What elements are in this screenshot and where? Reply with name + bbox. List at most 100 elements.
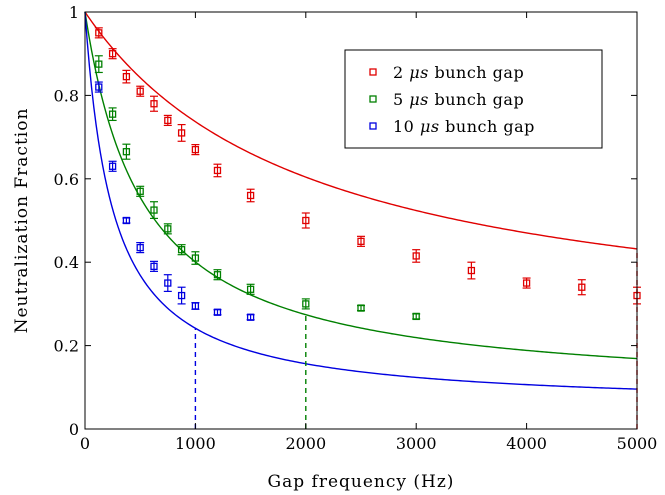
marker-square bbox=[164, 225, 172, 233]
legend-marker bbox=[369, 68, 377, 76]
marker-square bbox=[578, 283, 586, 291]
legend-value: 5 bbox=[393, 90, 409, 109]
marker-square bbox=[177, 246, 186, 254]
marker-square bbox=[213, 308, 222, 316]
fit-curve-1 bbox=[84, 11, 638, 250]
plot-frame bbox=[84, 11, 638, 430]
data-point bbox=[357, 235, 365, 247]
legend-marker bbox=[369, 95, 377, 103]
data-point bbox=[522, 277, 531, 289]
legend-unit: μs bbox=[420, 117, 440, 136]
data-point bbox=[577, 279, 586, 296]
data-point bbox=[108, 48, 117, 60]
data-point bbox=[213, 163, 222, 178]
data-point bbox=[163, 114, 172, 127]
marker-square bbox=[122, 72, 131, 81]
marker-square bbox=[150, 206, 158, 214]
marker-square bbox=[246, 191, 255, 200]
fit-curve-3 bbox=[84, 11, 638, 390]
marker-square bbox=[191, 145, 200, 154]
marker-square bbox=[108, 50, 117, 58]
marker-square bbox=[136, 187, 144, 195]
marker-square bbox=[357, 304, 365, 312]
data-point bbox=[150, 201, 158, 220]
legend-value: 2 bbox=[393, 63, 409, 82]
data-point bbox=[150, 260, 158, 272]
data-point bbox=[246, 283, 255, 295]
data-point bbox=[246, 188, 255, 203]
legend-suffix: bunch gap bbox=[440, 117, 535, 136]
marker-square bbox=[177, 129, 186, 137]
marker-square bbox=[122, 216, 131, 225]
data-point bbox=[94, 81, 103, 93]
data-point bbox=[136, 242, 145, 254]
y-tick-label: 0 bbox=[69, 420, 79, 439]
legend-unit: μs bbox=[409, 63, 429, 82]
marker-square bbox=[177, 291, 186, 300]
marker-square bbox=[302, 216, 310, 225]
data-point bbox=[163, 223, 172, 235]
data-point bbox=[357, 304, 365, 312]
data-point bbox=[213, 308, 222, 316]
axes: 0 1000 2000 3000 4000 5000 0 0.2 0.4 0.6 0.8 1 Gap f… bbox=[12, 3, 657, 492]
legend-suffix: bunch gap bbox=[429, 90, 524, 109]
marker-square bbox=[150, 262, 158, 271]
marker-square bbox=[108, 162, 117, 170]
legend-item: 5 μs bunch gap bbox=[369, 90, 524, 109]
legend-item: 2 μs bunch gap bbox=[369, 63, 524, 82]
y-tick-label: 0.4 bbox=[54, 253, 79, 272]
marker-square bbox=[213, 166, 222, 175]
data-point bbox=[191, 302, 200, 310]
y-tick-label: 1 bbox=[69, 3, 79, 22]
legend-label: 2 μs bunch gap bbox=[393, 63, 524, 82]
data-point bbox=[150, 95, 158, 112]
legend-value: 10 bbox=[393, 117, 420, 136]
data-point bbox=[136, 185, 145, 197]
marker-square bbox=[302, 300, 310, 308]
marker-square bbox=[191, 302, 200, 310]
data-point bbox=[246, 313, 255, 321]
x-axis-label: Gap frequency (Hz) bbox=[268, 472, 455, 492]
data-point bbox=[191, 144, 200, 156]
data-point bbox=[94, 27, 103, 39]
x-tick-label: 3000 bbox=[396, 434, 437, 453]
y-axis-label: Neutralization Fraction bbox=[12, 108, 32, 334]
marker-square bbox=[164, 116, 172, 125]
marker-square bbox=[522, 279, 531, 287]
x-tick-label: 5000 bbox=[617, 434, 658, 453]
legend-suffix: bunch gap bbox=[429, 63, 524, 82]
legend-label: 10 μs bunch gap bbox=[393, 117, 535, 136]
data-point bbox=[177, 123, 186, 142]
data-point bbox=[213, 269, 222, 281]
x-tick-label: 4000 bbox=[506, 434, 547, 453]
marker-square bbox=[136, 87, 144, 95]
marker-square bbox=[108, 110, 117, 118]
data-points bbox=[94, 27, 641, 321]
y-tick-label: 0.2 bbox=[54, 337, 79, 356]
data-point bbox=[412, 312, 421, 321]
x-tick-label: 1000 bbox=[175, 434, 216, 453]
fit-curve-2 bbox=[84, 11, 638, 360]
y-tick-label: 0.8 bbox=[54, 86, 79, 105]
marker-square bbox=[95, 60, 103, 68]
marker-square bbox=[412, 252, 420, 260]
marker-square bbox=[95, 29, 103, 37]
marker-square bbox=[246, 285, 255, 293]
data-point bbox=[191, 251, 200, 265]
x-tick-label: 0 bbox=[80, 434, 90, 453]
y-tick-label: 0.6 bbox=[54, 170, 79, 189]
data-point bbox=[122, 69, 131, 84]
marker-square bbox=[467, 266, 476, 275]
data-point bbox=[467, 261, 476, 280]
data-point bbox=[177, 244, 186, 256]
data-point bbox=[412, 249, 421, 263]
data-point bbox=[122, 143, 131, 160]
marker-square bbox=[136, 243, 144, 252]
data-point bbox=[301, 212, 310, 229]
marker-square bbox=[246, 313, 255, 321]
legend-box bbox=[344, 49, 603, 149]
marker-square bbox=[150, 100, 158, 108]
marker-square bbox=[213, 271, 222, 279]
